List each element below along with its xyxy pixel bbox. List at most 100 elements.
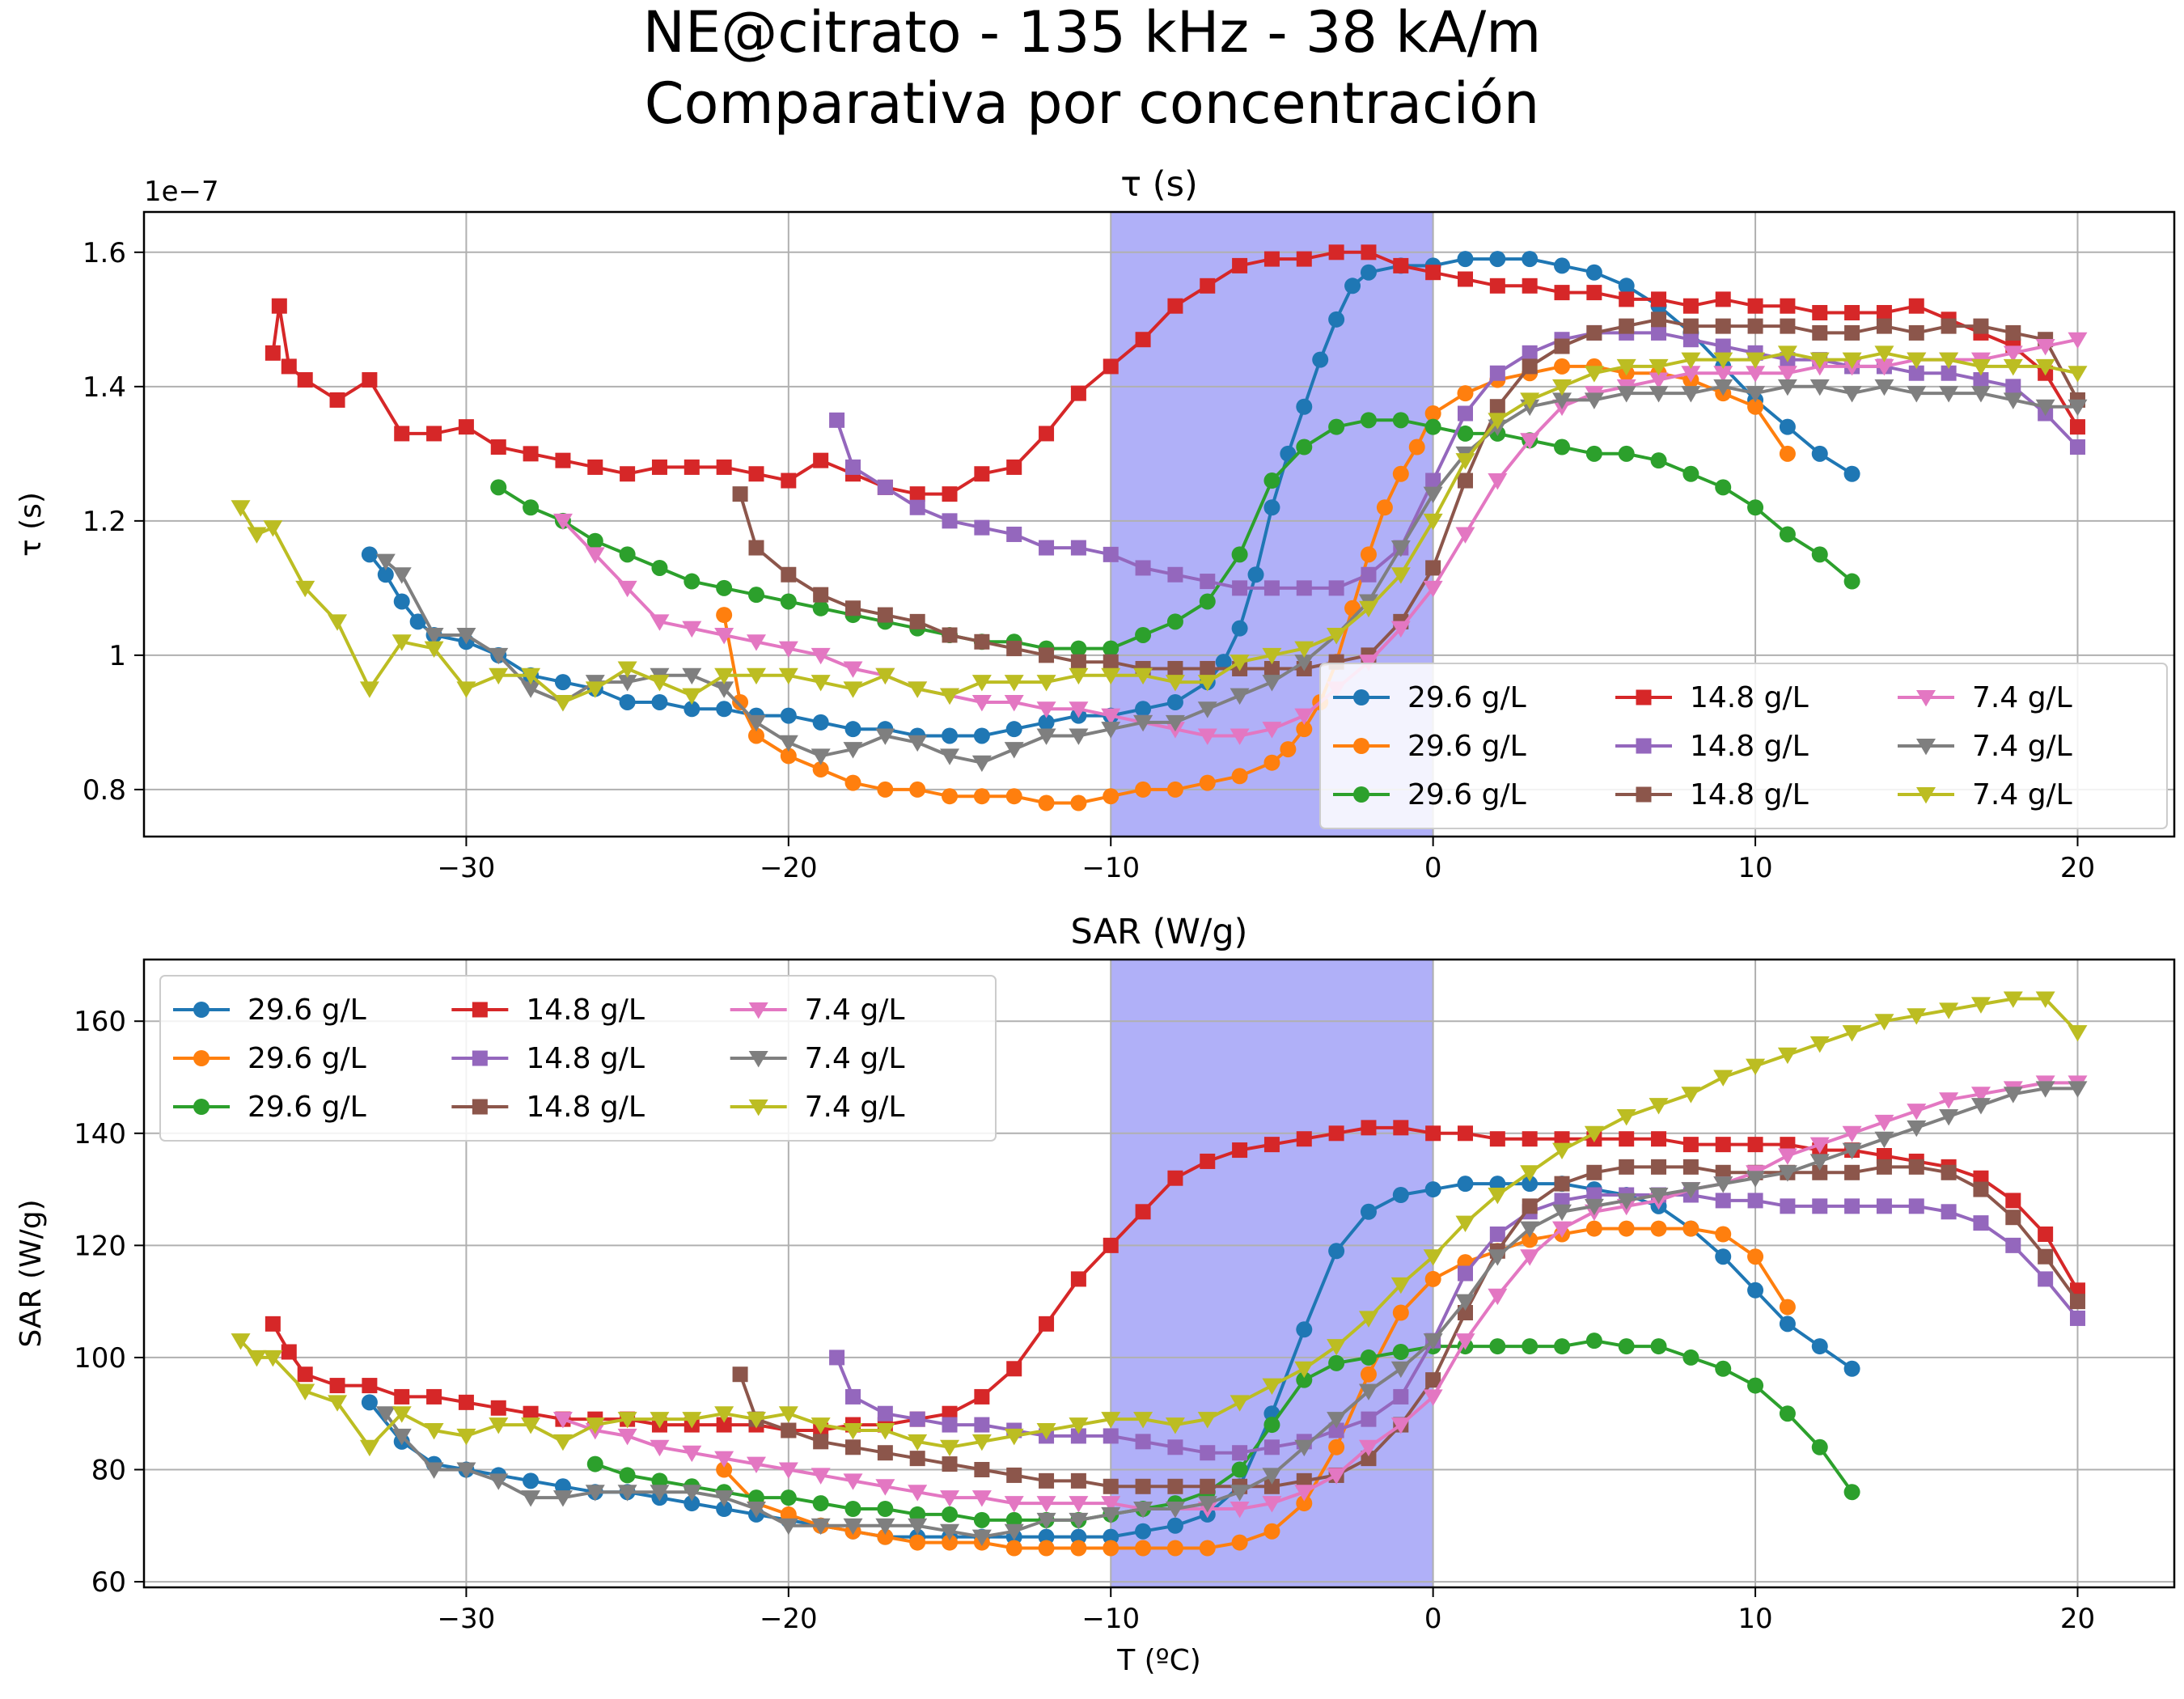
data-point (1392, 412, 1409, 429)
data-point (409, 613, 426, 630)
data-point (1423, 513, 1443, 531)
data-point (1039, 647, 1055, 663)
data-point (1715, 1164, 1731, 1180)
data-point (231, 1333, 251, 1350)
data-point (1715, 1360, 1732, 1377)
data-point (361, 546, 378, 563)
y-offset-label: 1e−7 (144, 176, 219, 208)
data-point (1070, 1540, 1087, 1557)
x-tick-label: −10 (1081, 852, 1140, 884)
data-point (392, 1428, 412, 1446)
data-point (2038, 1248, 2054, 1265)
data-point (1361, 566, 1377, 583)
data-point (1522, 345, 1538, 361)
legend-label: 7.4 g/L (805, 1042, 905, 1075)
data-point (843, 1518, 863, 1536)
data-point (552, 1434, 573, 1451)
data-point (1777, 366, 1797, 383)
data-point (1231, 546, 1248, 563)
data-point (1135, 701, 1152, 718)
data-point (1423, 1389, 1443, 1406)
data-point (1489, 1131, 1505, 1147)
data-point (392, 567, 412, 584)
data-point (587, 459, 603, 475)
data-point (392, 1406, 412, 1423)
data-point (1199, 774, 1216, 791)
data-point (1263, 580, 1280, 596)
data-point (1907, 386, 1927, 403)
data-point (682, 621, 702, 638)
data-point (1230, 1502, 1250, 1519)
series-line (595, 1339, 1854, 1522)
data-point (746, 1456, 766, 1473)
data-point (909, 613, 925, 629)
data-point (1135, 1434, 1151, 1450)
data-point (555, 452, 571, 468)
data-point (1231, 768, 1248, 785)
data-point (424, 1423, 444, 1440)
data-point (1232, 257, 1248, 273)
data-point (521, 681, 541, 698)
data-point (811, 647, 831, 665)
axes-frame (142, 210, 2176, 838)
data-point (1215, 654, 1232, 671)
data-point (942, 1456, 958, 1472)
data-point (682, 1445, 702, 1463)
data-point (617, 661, 637, 678)
data-point (1103, 1428, 1119, 1444)
data-point (746, 714, 766, 732)
legend-label: 7.4 g/L (1972, 681, 2072, 714)
data-point (1907, 1120, 1927, 1138)
data-point (845, 600, 861, 616)
data-point (394, 1388, 410, 1405)
data-point (1296, 1321, 1313, 1338)
data-point (1296, 439, 1313, 455)
data-point (1455, 1294, 1475, 1311)
legend-marker (748, 1099, 768, 1116)
legend-item: 7.4 g/L (1898, 681, 2072, 714)
data-point (523, 1405, 539, 1421)
data-point (812, 714, 829, 731)
legend-label: 14.8 g/L (1690, 778, 1809, 811)
data-point (1908, 1198, 1924, 1214)
data-point (1328, 580, 1344, 596)
x-tick-label: −20 (760, 852, 818, 884)
legend-label: 14.8 g/L (1690, 730, 1809, 763)
data-point (1262, 675, 1282, 692)
data-point (1970, 1098, 1991, 1115)
data-point (909, 781, 926, 798)
data-point (2069, 419, 2085, 435)
data-point (1746, 386, 1766, 403)
data-point (1650, 1220, 1667, 1237)
data-point (1488, 1188, 1508, 1205)
data-point (552, 513, 573, 531)
data-point (747, 727, 764, 744)
data-point (1809, 1154, 1830, 1171)
data-point (1746, 1171, 1766, 1188)
x-axis-label: T (ºC) (1116, 1644, 1201, 1677)
data-point (2068, 332, 2088, 350)
data-point (971, 755, 992, 773)
data-point (1135, 626, 1152, 643)
legend-marker (472, 1002, 488, 1018)
data-point (1844, 1198, 1860, 1214)
data-point (682, 688, 702, 705)
data-point (778, 1462, 798, 1479)
data-point (1423, 1333, 1443, 1350)
data-point (875, 1479, 895, 1496)
data-point (1327, 1412, 1347, 1429)
data-point (875, 1423, 895, 1440)
data-point (1649, 358, 1669, 376)
data-point (1812, 324, 1828, 341)
data-point (1552, 392, 1572, 409)
data-point (1135, 781, 1152, 798)
data-point (1167, 1478, 1183, 1494)
data-point (1200, 1478, 1216, 1494)
data-point (1746, 352, 1766, 370)
data-point (585, 547, 605, 564)
data-point (1552, 1142, 1572, 1159)
data-point (1393, 1120, 1409, 1136)
legend-label: 14.8 g/L (1690, 681, 1809, 714)
data-point (1425, 1372, 1441, 1388)
